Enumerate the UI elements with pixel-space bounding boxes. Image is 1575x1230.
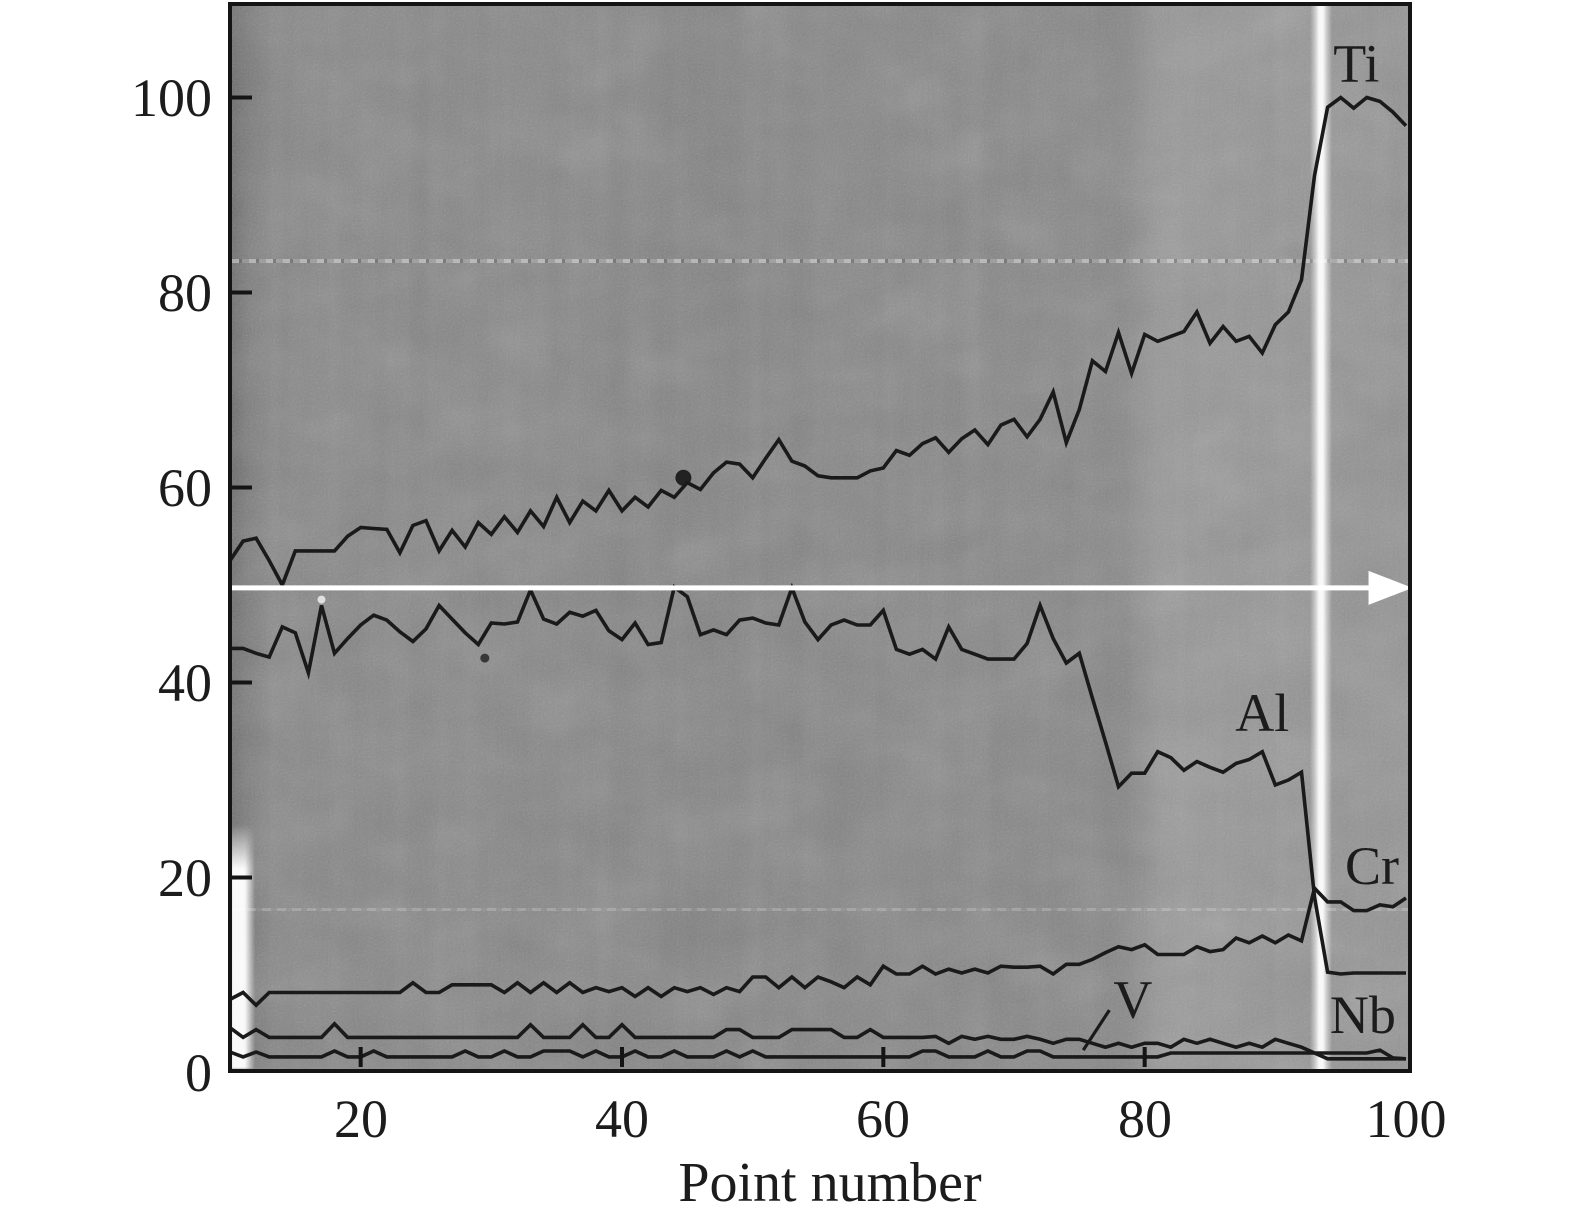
y-tick-label: 20 [158,848,212,908]
x-tick-label: 80 [1118,1089,1172,1149]
plot-border [228,2,1412,1073]
axis-layer [228,2,1412,1073]
scan-artifact-line-lower [232,908,1408,911]
scan-arrow-head [1368,570,1413,605]
series-line-Nb [229,1048,1407,1061]
series-label-Nb: Nb [1330,985,1396,1045]
annotation-layer: Ti Al Cr V Nb [1081,33,1399,1051]
x-tick-label: 40 [595,1089,649,1149]
x-tick-label: 60 [856,1089,910,1149]
series-label-V: V [1113,969,1152,1029]
bright-edge-streak-bottom-left [231,824,255,1069]
scan-artifact-line-upper [232,259,1408,263]
series-label-Al: Al [1235,683,1289,743]
y-tick-label: 80 [158,263,212,323]
bright-interface-streak [1310,6,1332,1069]
y-tick-label: 60 [158,458,212,518]
micrograph-noise-texture [232,6,1408,1069]
series-label-Ti: Ti [1333,33,1379,93]
y-tick-label: 0 [185,1043,212,1103]
x-axis-title: Point number [678,1152,982,1214]
series-label-Cr: Cr [1345,836,1399,896]
series-line-Al [230,582,1406,976]
series-layer [228,95,1408,1061]
scan-arrow [232,570,1413,605]
y-tick-label: 40 [158,653,212,713]
micrograph-speck [317,595,326,604]
x-tick-label: 20 [334,1089,388,1149]
series-line-Ti [228,95,1408,590]
series-line-Cr [229,884,1408,1008]
micrograph-speck [480,653,490,663]
x-tick-label: 100 [1365,1089,1447,1149]
y-tick-label: 100 [131,68,212,128]
series-label-leader-V [1081,1009,1111,1051]
series-line-V [228,1021,1406,1061]
